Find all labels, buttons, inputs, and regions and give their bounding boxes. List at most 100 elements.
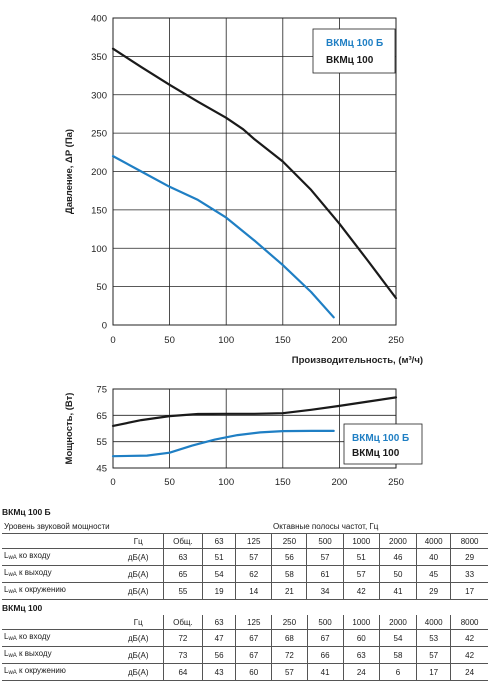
series-line: [111, 429, 335, 458]
x-tick-label: 250: [388, 477, 404, 488]
table-cell: 50: [378, 565, 417, 583]
table2-unit-header: Гц: [113, 615, 164, 630]
table-col-header: 250: [271, 615, 307, 630]
table-col-header: Общ.: [162, 615, 203, 630]
table-cell: 42: [450, 646, 488, 664]
table-cell: 57: [306, 548, 344, 566]
row-unit: дБ(А): [113, 582, 164, 600]
table-cell: 56: [202, 646, 236, 664]
x-tick-label: 150: [275, 477, 291, 488]
table-col-header: 4000: [416, 533, 451, 549]
x-tick-label: 200: [331, 335, 347, 346]
table-col-header: 2000: [378, 533, 417, 549]
row-unit: дБ(А): [113, 663, 164, 681]
legend-box: [343, 423, 423, 465]
table1-unit-header: Гц: [113, 533, 164, 549]
table-cell: 41: [378, 582, 417, 600]
table-cell: 43: [202, 663, 236, 681]
table-cell: 24: [342, 663, 380, 681]
table-cell: 29: [450, 548, 488, 566]
table-col-header: 8000: [450, 615, 488, 630]
table-col-header: 63: [202, 533, 236, 549]
table-cell: 58: [271, 565, 307, 583]
table-cell: 55: [162, 582, 203, 600]
y-tick-label: 55: [96, 437, 107, 448]
pressure-chart: 0 50 100 150 200 250 0 50 100 150 200 250 300 350 400 Д…: [64, 14, 423, 367]
noise-table-2: Гц Общ. 63 125 250 500 1000 2000 4000 80…: [2, 615, 488, 681]
table-cell: 67: [235, 646, 272, 664]
legend-label: ВКМц 100: [352, 448, 400, 459]
legend-box: [312, 28, 396, 74]
table1-columns-row: Гц Общ. 63 125 250 500 1000 2000 4000 80…: [2, 533, 488, 549]
table-cell: 29: [416, 582, 451, 600]
row-unit: дБ(А): [113, 629, 164, 647]
y-tick-label: 50: [96, 282, 107, 293]
table-row: LwA к окружению дБ(А) 64 43 60 57 41 24 6 17 24: [2, 663, 488, 681]
table-cell: 60: [235, 663, 272, 681]
y-tick-label: 350: [91, 52, 107, 63]
noise-tables: ВКМц 100 Б Уровень звуковой мощности Окт…: [2, 506, 488, 681]
y-tick-label: 100: [91, 244, 107, 255]
table-row: LwA к окружению дБ(А) 55 19 14 21 34 42 41 29 17: [2, 582, 488, 600]
row-label: LwA к выходу: [2, 565, 114, 583]
legend-label: ВКМц 100: [326, 55, 374, 66]
y-tick-label: 400: [91, 14, 107, 25]
power-chart: 0 50 100 150 200 250 45 55 65 75 Мощность, (Вт) ВКМ…: [64, 385, 423, 488]
row-label: LwA к выходу: [2, 646, 114, 664]
y-tick-label: 75: [96, 385, 107, 396]
x-tick-label: 100: [218, 477, 234, 488]
table-cell: 60: [342, 629, 380, 647]
y-tick-label: 300: [91, 90, 107, 101]
table-cell: 47: [202, 629, 236, 647]
table-cell: 57: [271, 663, 307, 681]
table-cell: 67: [235, 629, 272, 647]
table-cell: 41: [306, 663, 344, 681]
table-col-header: Общ.: [162, 533, 203, 549]
table-col-header: 4000: [416, 615, 451, 630]
table-cell: 42: [450, 629, 488, 647]
x-tick-label: 0: [110, 335, 115, 346]
table-row: LwA к выходу дБ(А) 65 54 62 58 61 57 50 45 33: [2, 565, 488, 583]
table-cell: 63: [162, 548, 203, 566]
table-cell: 63: [342, 646, 380, 664]
table-col-header: 1000: [342, 615, 380, 630]
table-col-header: 250: [271, 533, 307, 549]
table-cell: 57: [416, 646, 451, 664]
table1-header-label: Уровень звуковой мощности: [2, 519, 164, 534]
table-cell: 64: [162, 663, 203, 681]
table-cell: 6: [378, 663, 417, 681]
legend-label: ВКМц 100 Б: [352, 433, 409, 444]
table-cell: 54: [202, 565, 236, 583]
table-col-header: 500: [306, 615, 344, 630]
table-cell: 54: [378, 629, 417, 647]
table-cell: 57: [235, 548, 272, 566]
x-tick-label: 250: [388, 335, 404, 346]
table1-header-row: Уровень звуковой мощности Октавные полос…: [2, 519, 488, 534]
table-row: LwA ко входу дБ(А) 72 47 67 68 67 60 54 53 42: [2, 629, 488, 647]
table-cell: 72: [162, 629, 203, 647]
table-col-header: 1000: [342, 533, 380, 549]
table-col-header: 500: [306, 533, 344, 549]
table-cell: 42: [342, 582, 380, 600]
series-line: [111, 396, 398, 428]
x-tick-label: 100: [218, 335, 234, 346]
table-cell: 61: [306, 565, 344, 583]
table-cell: 24: [450, 663, 488, 681]
table-cell: 14: [235, 582, 272, 600]
table-cell: 68: [271, 629, 307, 647]
table1-title: ВКМц 100 Б: [2, 507, 51, 517]
y-axis-label: Мощность, (Вт): [64, 393, 75, 465]
table-cell: 21: [271, 582, 307, 600]
table2-columns-row: Гц Общ. 63 125 250 500 1000 2000 4000 80…: [2, 615, 488, 630]
table-col-header: 125: [235, 615, 272, 630]
table2-title: ВКМц 100: [2, 603, 43, 613]
table-cell: 57: [342, 565, 380, 583]
table-cell: 33: [450, 565, 488, 583]
table-cell: 51: [342, 548, 380, 566]
table-cell: 17: [450, 582, 488, 600]
table-cell: 17: [416, 663, 451, 681]
row-label: LwA к окружению: [2, 663, 114, 681]
noise-table-1: Уровень звуковой мощности Октавные полос…: [2, 519, 488, 600]
table-cell: 51: [202, 548, 236, 566]
y-tick-label: 65: [96, 411, 107, 422]
